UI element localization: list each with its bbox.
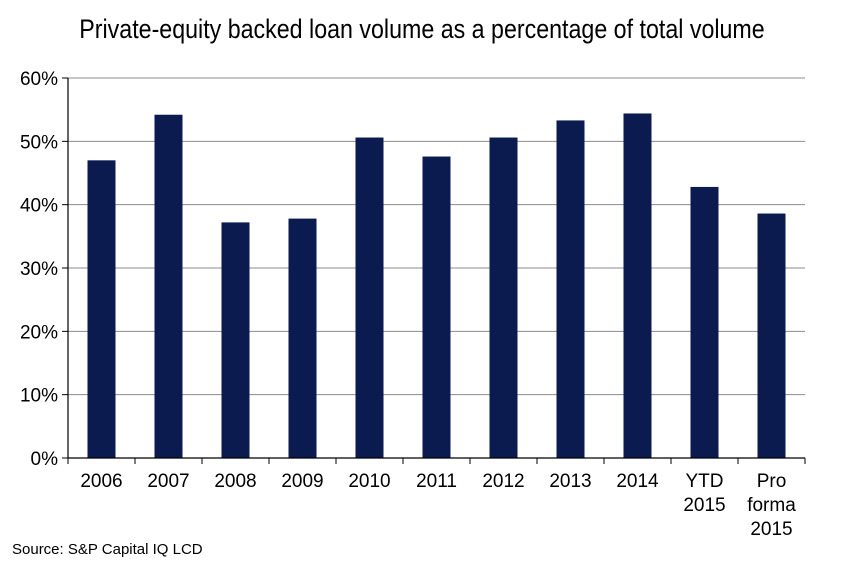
x-tick-label: 2014 bbox=[616, 471, 659, 492]
bar-ytd-2015 bbox=[690, 186, 719, 458]
bar-2008 bbox=[221, 222, 250, 458]
bar-2013 bbox=[556, 120, 585, 458]
y-tick-label: 20% bbox=[20, 322, 58, 343]
chart-title: Private-equity backed loan volume as a p… bbox=[79, 14, 765, 44]
x-tick-label: 2007 bbox=[147, 471, 189, 492]
bar-pro-forma-2015 bbox=[757, 213, 786, 458]
bar-2011 bbox=[422, 156, 451, 459]
x-tick-label: 2006 bbox=[80, 471, 122, 492]
bar-2007 bbox=[154, 114, 183, 458]
x-tick-label: Pro forma 2015 bbox=[747, 471, 796, 540]
x-tick-label: 2010 bbox=[348, 471, 390, 492]
x-tick-label: 2013 bbox=[549, 471, 591, 492]
bar-2014 bbox=[623, 113, 652, 458]
y-tick-label: 10% bbox=[20, 386, 58, 407]
y-tick-label: 30% bbox=[20, 259, 58, 280]
y-tick-label: 50% bbox=[20, 132, 58, 153]
bar-2009 bbox=[288, 218, 317, 458]
x-tick-label: 2012 bbox=[482, 471, 524, 492]
x-tick-label: YTD 2015 bbox=[683, 471, 725, 516]
bar-2006 bbox=[87, 160, 116, 459]
y-tick-label: 0% bbox=[31, 449, 59, 470]
x-tick-labels: 2006 2007 2008 2009 2010 2011 2012 2013 2014 YTD 2… bbox=[80, 471, 796, 540]
y-tick-labels: 0% 10% 20% 30% 40% 50% 60% bbox=[20, 69, 68, 470]
x-tick-label: 2009 bbox=[281, 471, 323, 492]
bar-2010 bbox=[355, 137, 384, 459]
x-tick-label: 2011 bbox=[416, 471, 457, 492]
x-tick-label: 2008 bbox=[214, 471, 256, 492]
source-note: Source: S&P Capital IQ LCD bbox=[12, 541, 203, 558]
y-tick-label: 60% bbox=[20, 69, 58, 90]
bar-2012 bbox=[489, 137, 518, 459]
bars bbox=[87, 113, 786, 459]
y-tick-label: 40% bbox=[20, 196, 58, 217]
